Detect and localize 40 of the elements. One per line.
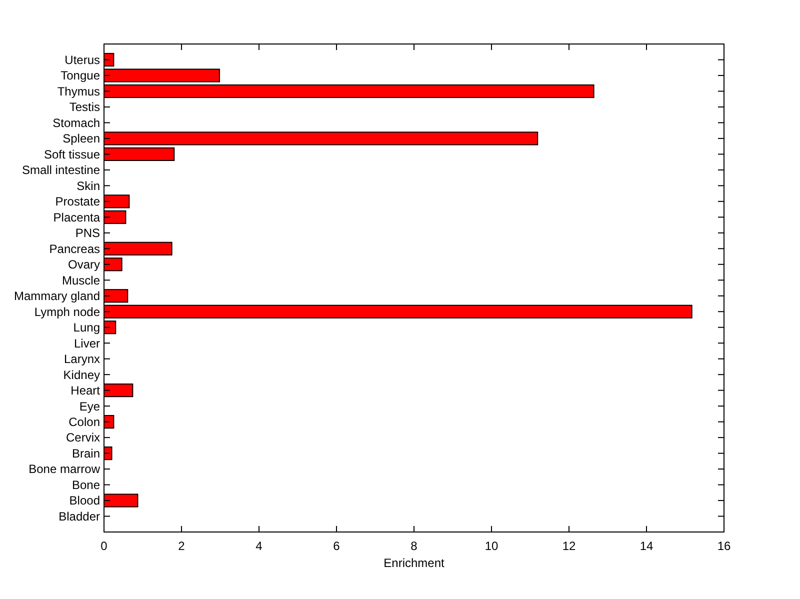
x-tick-label: 10 [484,539,498,553]
y-tick-label: Bone marrow [28,462,100,476]
y-tick-label: Ovary [68,258,100,272]
x-axis-title: Enrichment [384,556,446,570]
x-tick-label: 14 [640,539,654,553]
y-tick-label: Skin [76,178,100,193]
y-tick-label: Spleen [62,132,100,146]
x-tick-label: 12 [562,539,576,553]
y-tick-label: Mammary gland [14,289,100,304]
y-tick-label: Bladder [58,509,100,524]
y-tick-label: Larynx [64,352,100,366]
y-tick-label: Heart [70,384,101,398]
y-tick-label: Brain [72,446,100,460]
y-tick-label: Eye [79,399,100,414]
y-tick-label: Blood [69,494,100,508]
x-tick-label: 6 [333,539,340,553]
y-tick-label: Tongue [60,68,100,83]
x-tick-label: 0 [100,539,108,553]
y-tick-label: Liver [74,336,100,350]
y-tick-label: Cervix [66,430,100,445]
y-tick-label: Stomach [52,116,100,130]
y-tick-label: Pancreas [49,242,100,256]
y-tick-label: PNS [75,226,100,240]
y-tick-label: Prostate [55,194,100,209]
y-tick-label: Thymus [57,84,100,98]
y-tick-label: Testis [69,100,100,114]
y-tick-label: Lymph node [34,304,100,319]
y-tick-label: Lung [73,320,100,335]
y-tick-label: Muscle [62,273,100,288]
x-tick-label: 2 [178,539,186,553]
y-tick-label: Bone [72,478,100,492]
y-tick-label: Soft tissue [44,147,100,162]
y-tick-label: Kidney [63,368,100,382]
y-tick-label: Small intestine [22,163,100,178]
x-tick-label: 8 [410,539,418,553]
x-tick-label: 4 [256,539,263,553]
x-tick-label: 16 [717,539,731,553]
y-tick-label: Uterus [64,52,100,67]
y-tick-label: Placenta [53,210,100,224]
y-tick-label: Colon [68,415,100,430]
